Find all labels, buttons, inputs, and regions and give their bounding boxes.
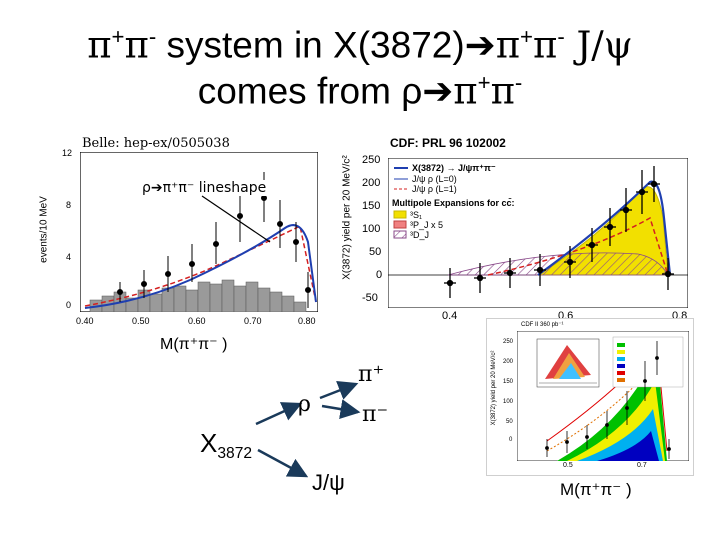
cdf-ytick-50: 50 [369, 246, 382, 258]
jpsi-label: J/ψ [312, 470, 345, 495]
x3872-label: X3872 [200, 428, 253, 463]
slide-title-line-2: comes from ρ➔π+π- [197, 69, 523, 113]
belle-plot-area [80, 152, 318, 312]
svg-text:³P_J x 5: ³P_J x 5 [410, 220, 443, 230]
svg-text:³D_J: ³D_J [410, 230, 429, 240]
belle-data-points [117, 172, 311, 308]
inset-ytick-0: 0 [509, 437, 513, 443]
slide-title-line-1: π+π- system in X(3872)➔π+π- J/ψ [87, 23, 633, 67]
belle-plot: Belle: hep-ex/0505038 events/10 MeV 12 8… [32, 132, 322, 332]
pi-plus-label: π⁺ [358, 362, 385, 387]
cdf-ytick-150: 150 [362, 200, 381, 212]
decay-arrows [255, 381, 361, 478]
cdf-xtick-0: 0.4 [442, 310, 458, 322]
belle-lineshape-curve [84, 224, 317, 309]
belle-xtick-2: 0.60 [188, 316, 206, 326]
inset-legend [612, 336, 684, 388]
cdf-ytick-minus-50: -50 [362, 292, 378, 304]
belle-xtick-0: 0.40 [76, 316, 94, 326]
belle-xtick-1: 0.50 [132, 316, 150, 326]
belle-xtick-3: 0.70 [244, 316, 262, 326]
pi-minus-label: π⁻ [362, 402, 389, 427]
svg-text:X(3872) → J/ψπ⁺π⁻: X(3872) → J/ψπ⁺π⁻ [412, 163, 496, 173]
inset-reference: CDF II 360 pb⁻¹ [521, 322, 564, 328]
belle-xtick-4: 0.80 [298, 316, 316, 326]
cdf-hatched-band [447, 252, 669, 276]
lineshape-annotation: ρ➔π⁺π⁻ lineshape [140, 180, 269, 196]
cdf-ytick-0: 0 [376, 269, 383, 281]
belle-reference: Belle: hep-ex/0505038 [82, 136, 230, 151]
belle-ytick-0: 0 [66, 300, 72, 310]
cdf-dashed-curve [487, 216, 669, 276]
cdf-ytick-200: 200 [362, 177, 381, 189]
cdf-y-axis-label: X(3872) yield per 20 MeV/c² [341, 155, 353, 280]
belle-dashed-curve [84, 224, 317, 307]
inset-y-axis-label: X(3872) yield per 20 MeV/c² [491, 350, 497, 426]
arrow-to-pi-plus [319, 381, 359, 400]
inset-ytick-250: 250 [503, 339, 514, 345]
inset-ytick-150: 150 [503, 379, 514, 385]
inset-plot: CDF II 360 pb⁻¹ X(3872) yield per 20 MeV… [486, 318, 694, 476]
inset-ytick-50: 50 [506, 419, 513, 425]
m-pipi-label-right: M(π⁺π⁻ ) [560, 480, 632, 499]
cdf-plot: CDF: PRL 96 102002 X(3872) yield per 20 … [332, 132, 702, 322]
inset-xtick-0: 0.5 [563, 462, 573, 469]
svg-text:³S₁: ³S₁ [410, 210, 422, 220]
arrow-to-jpsi [257, 448, 309, 478]
cdf-reference: CDF: PRL 96 102002 [390, 136, 506, 150]
cdf-legend: X(3872) → J/ψπ⁺π⁻ J/ψ ρ (L=0) J/ψ ρ (L=1… [392, 163, 515, 240]
arrow-right-icon: ➔ [422, 70, 454, 112]
inset-plot-area [517, 331, 689, 461]
arrow-to-pi-minus [321, 399, 361, 419]
belle-ytick-4: 4 [66, 252, 72, 262]
m-pipi-label-left: M(π⁺π⁻ ) [160, 336, 228, 353]
arrow-right-icon: ➔ [464, 24, 496, 66]
belle-ytick-8: 8 [66, 200, 72, 210]
svg-text:J/ψ ρ (L=0): J/ψ ρ (L=0) [412, 174, 457, 184]
inset-data-points [545, 341, 671, 459]
cdf-ytick-100: 100 [362, 223, 381, 235]
arrow-to-rho [255, 402, 303, 426]
probability-3d-inset [536, 338, 600, 388]
cdf-plot-area: X(3872) → J/ψπ⁺π⁻ J/ψ ρ (L=0) J/ψ ρ (L=1… [388, 158, 688, 308]
belle-y-axis-label: events/10 MeV [38, 196, 50, 263]
inset-xtick-1: 0.7 [637, 462, 647, 469]
inset-ytick-100: 100 [503, 399, 514, 405]
svg-text:Multipole Expansions for cc̄:: Multipole Expansions for cc̄: [392, 198, 515, 208]
annotation-pointer [201, 195, 271, 243]
cdf-data-points [444, 166, 674, 298]
svg-text:J/ψ ρ (L=1): J/ψ ρ (L=1) [412, 184, 457, 194]
inset-ytick-200: 200 [503, 359, 514, 365]
rho-label: ρ [298, 392, 311, 417]
cdf-ytick-250: 250 [362, 154, 381, 166]
belle-ytick-12: 12 [62, 148, 73, 158]
